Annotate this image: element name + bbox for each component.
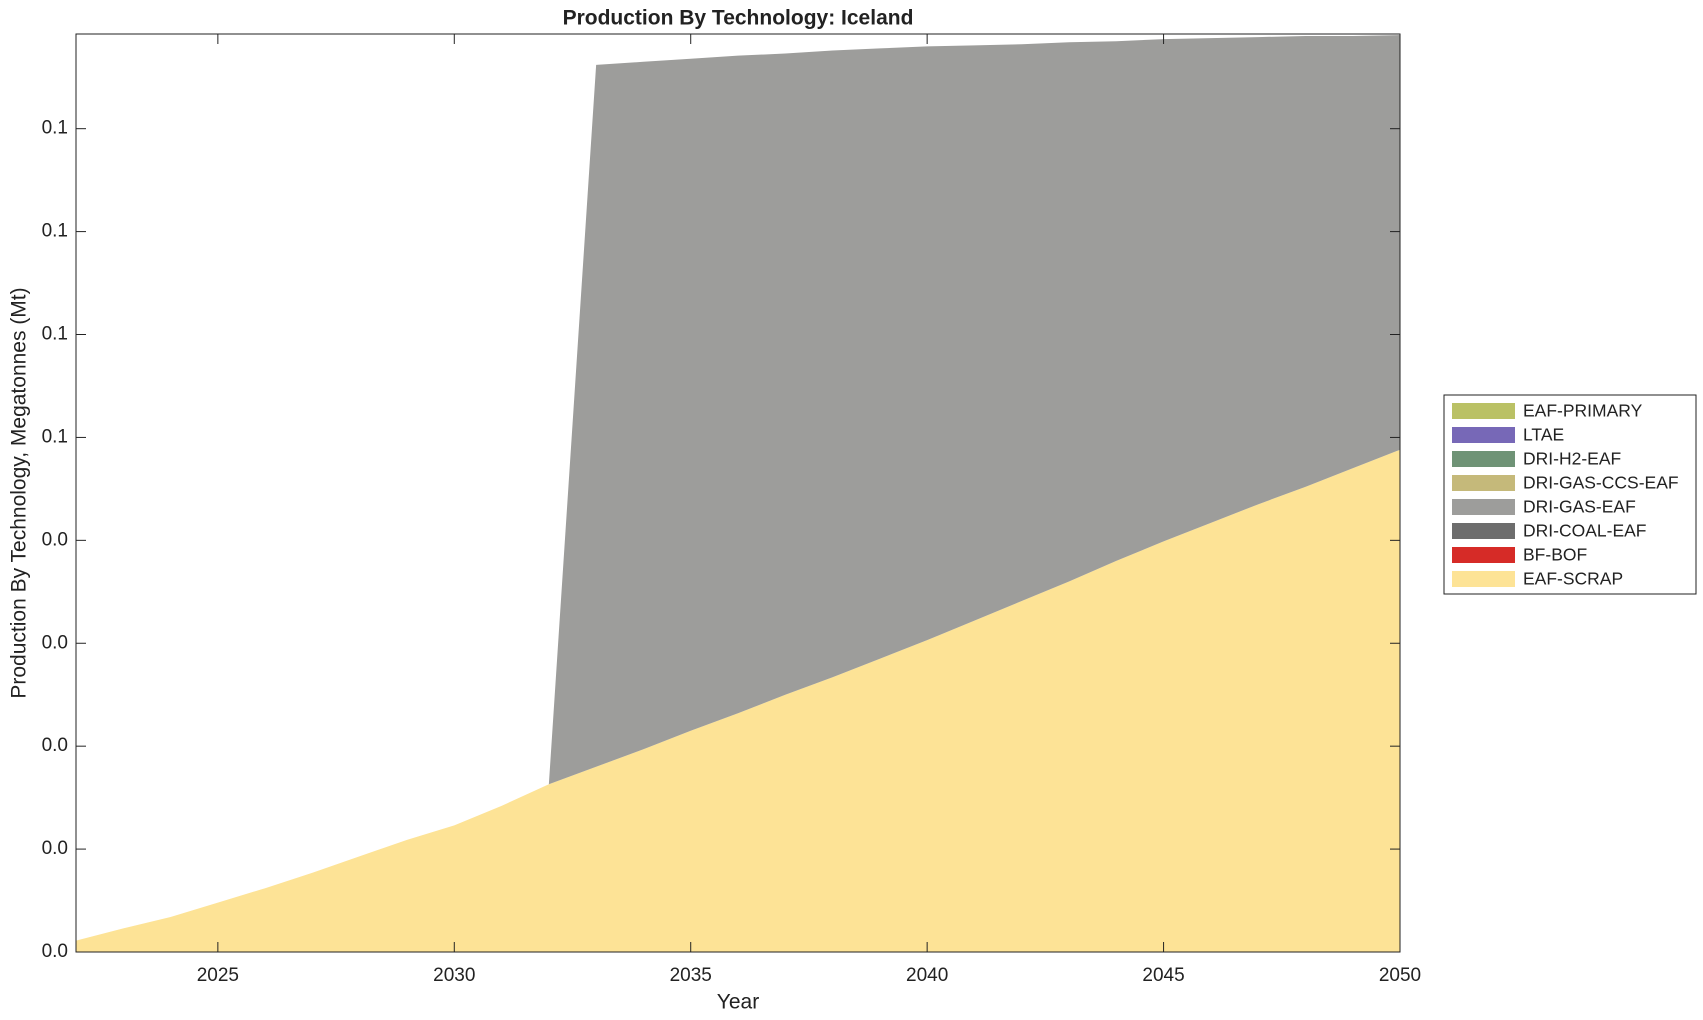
legend-swatch [1452,475,1515,491]
y-tick-label: 0.1 [42,118,68,139]
y-tick-label: 0.0 [42,838,68,859]
y-tick-label: 0.1 [42,221,68,242]
y-tick-label: 0.0 [42,529,68,550]
legend-label: EAF-SCRAP [1523,569,1623,589]
x-tick-label: 2035 [670,965,712,986]
plot-frame [75,33,1401,953]
legend-label: EAF-PRIMARY [1523,401,1643,421]
x-tick-label: 2040 [906,965,948,986]
legend-label: BF-BOF [1523,545,1587,565]
legend-swatch [1452,571,1515,587]
legend-swatch [1452,403,1515,419]
chart-title: Production By Technology: Iceland [563,7,914,30]
y-tick-label: 0.0 [42,632,68,653]
y-axis-label: Production By Technology, Megatonnes (Mt… [8,287,31,698]
x-axis-label: Year [717,991,759,1014]
legend-swatch [1452,499,1515,515]
legend-swatch [1452,523,1515,539]
legend-label: DRI-COAL-EAF [1523,521,1646,541]
y-tick-label: 0.1 [42,426,68,447]
legend-swatch [1452,427,1515,443]
x-tick-label: 2030 [433,965,475,986]
y-tick-label: 0.1 [42,324,68,345]
legend-swatch [1452,547,1515,563]
legend-label: DRI-GAS-EAF [1523,497,1636,517]
legend-label: LTAE [1523,425,1564,445]
y-tick-label: 0.0 [42,735,68,756]
x-tick-label: 2050 [1379,965,1421,986]
area [76,449,1400,952]
x-tick-label: 2025 [197,965,239,986]
y-tick-label: 0.0 [42,941,68,962]
legend-label: DRI-GAS-CCS-EAF [1523,473,1679,493]
x-tick-label: 2045 [1142,965,1184,986]
area [76,35,1400,941]
legend-swatch [1452,451,1515,467]
legend-label: DRI-H2-EAF [1523,449,1621,469]
